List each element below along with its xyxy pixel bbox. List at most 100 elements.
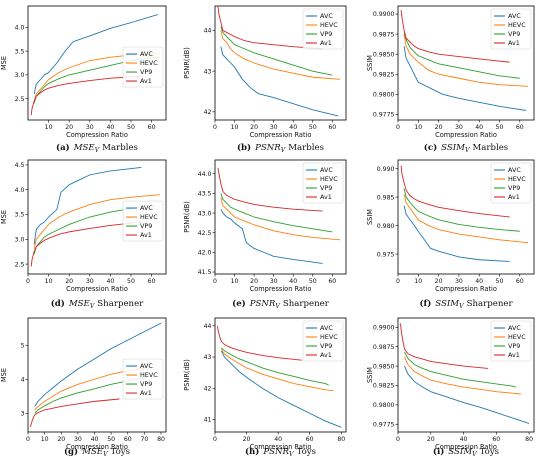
y-tick-label: 3.5: [15, 48, 25, 55]
y-axis-label: SSIM: [366, 367, 374, 383]
legend-label-vp9: VP9: [320, 30, 332, 38]
caption-metric: SSIM: [435, 299, 459, 309]
series-line-vp9: [220, 193, 333, 233]
series-line-hevc: [220, 30, 341, 80]
x-tick-label: 60: [328, 278, 336, 285]
x-axis-label: Compression Ratio: [66, 443, 128, 451]
y-tick-label: 0.9875: [373, 344, 395, 351]
y-tick-label: 0.9900: [373, 325, 395, 332]
x-axis-label: Compression Ratio: [66, 285, 128, 293]
legend-label-vp9: VP9: [140, 222, 152, 230]
x-tick-label: 50: [496, 124, 504, 131]
legend-label-avc: AVC: [320, 166, 333, 174]
x-tick-label: 50: [127, 124, 135, 131]
series-line-hevc: [33, 53, 160, 102]
x-tick-label: 0: [396, 436, 400, 443]
y-tick-label: 0.9850: [373, 363, 395, 370]
x-tick-label: 40: [91, 436, 99, 443]
caption-subscript: V: [103, 451, 108, 458]
legend-box: [490, 162, 532, 204]
caption: (h) PSNRV Toys: [245, 446, 316, 458]
y-tick-label: 3.0: [15, 72, 25, 79]
chart-panel-3: 0 10 20 30 40 50 60 0.9775 0.9800 0.9825 0.9850 0.9…: [366, 5, 535, 154]
legend-label-hevc: HEVC: [140, 59, 158, 67]
x-tick-label: 0: [396, 278, 400, 285]
legend-label-av1: Av1: [320, 193, 332, 201]
y-tick-label: 0.9775: [373, 421, 395, 428]
series-line-avc: [403, 46, 526, 111]
caption: (b) PSNRV Marbles: [237, 142, 324, 154]
series-line-vp9: [33, 204, 152, 255]
y-tick-label: 5: [21, 342, 25, 349]
chart-panel-2: 0 10 20 30 40 50 60 42 43 44 Compression Ratio PSNR…: [183, 5, 347, 154]
y-tick-label: 43.5: [198, 191, 212, 198]
legend-label-hevc: HEVC: [320, 333, 338, 341]
caption-metric: MSE: [68, 299, 91, 309]
series-line-avc: [220, 46, 339, 117]
y-tick-label: 41.5: [198, 269, 212, 276]
caption-name: Toys: [111, 447, 131, 457]
caption-letter: (f): [419, 298, 431, 309]
legend-label-avc: AVC: [140, 362, 153, 370]
x-tick-label: 60: [306, 436, 314, 443]
legend-label-avc: AVC: [320, 12, 333, 20]
y-tick-label: 44: [204, 28, 212, 35]
x-tick-label: 10: [414, 124, 422, 131]
y-tick-label: 3.5: [15, 212, 25, 219]
caption: (i) SSIMV Toys: [433, 446, 499, 458]
caption-name: Sharpener: [283, 299, 330, 309]
x-tick-label: 10: [45, 124, 53, 131]
x-tick-label: 80: [337, 436, 345, 443]
x-tick-label: 60: [492, 436, 500, 443]
x-tick-label: 70: [140, 436, 148, 443]
caption: (c) SSIMV Marbles: [424, 142, 508, 154]
legend-label-av1: Av1: [140, 231, 152, 239]
caption-subscript: V: [472, 451, 477, 458]
x-tick-label: 0: [213, 436, 217, 443]
chart-panel-9: 0 20 40 60 80 0.9775 0.9800 0.9825 0.9850 0.9875 0…: [366, 317, 535, 458]
caption-subscript: V: [465, 147, 470, 154]
caption: (f) SSIMV Sharpener: [419, 298, 513, 310]
series-line-vp9: [220, 26, 333, 76]
caption-metric: MSE: [73, 143, 96, 153]
caption: (a) MSEV Marbles: [56, 142, 138, 154]
y-tick-label: 0.985: [377, 194, 395, 201]
x-tick-label: 60: [148, 278, 156, 285]
x-tick-label: 30: [86, 124, 94, 131]
x-tick-label: 40: [274, 436, 282, 443]
y-tick-label: 0.9800: [373, 92, 395, 99]
caption-name: Toys: [297, 447, 317, 457]
caption-letter: (c): [424, 142, 437, 153]
legend-label-avc: AVC: [140, 50, 153, 58]
y-tick-label: 42.0: [198, 250, 212, 257]
y-tick-label: 41: [204, 417, 212, 424]
y-tick-label: 4: [21, 376, 25, 383]
x-tick-label: 20: [435, 278, 443, 285]
series-line-av1: [30, 398, 120, 428]
series-line-av1: [400, 165, 510, 218]
series-line-av1: [217, 167, 323, 212]
caption-subscript: V: [281, 147, 286, 154]
x-tick-label: 20: [435, 124, 443, 131]
x-tick-label: 80: [525, 436, 533, 443]
x-tick-label: 20: [65, 278, 73, 285]
caption-letter: (i): [433, 446, 444, 457]
series-line-hevc: [403, 34, 528, 87]
legend-box: [490, 8, 532, 50]
series-line-vp9: [220, 347, 329, 386]
series-line-avc: [220, 350, 342, 428]
x-axis-label: Compression Ratio: [66, 131, 128, 139]
y-tick-label: 44: [204, 323, 212, 330]
caption: (d) MSEV Sharpener: [51, 298, 144, 310]
x-tick-label: 40: [289, 124, 297, 131]
x-tick-label: 0: [26, 436, 30, 443]
series-line-vp9: [403, 31, 520, 79]
y-tick-label: 0.9775: [373, 112, 395, 119]
x-tick-label: 10: [414, 278, 422, 285]
x-axis-label: Compression Ratio: [250, 443, 312, 451]
x-tick-label: 60: [328, 124, 336, 131]
